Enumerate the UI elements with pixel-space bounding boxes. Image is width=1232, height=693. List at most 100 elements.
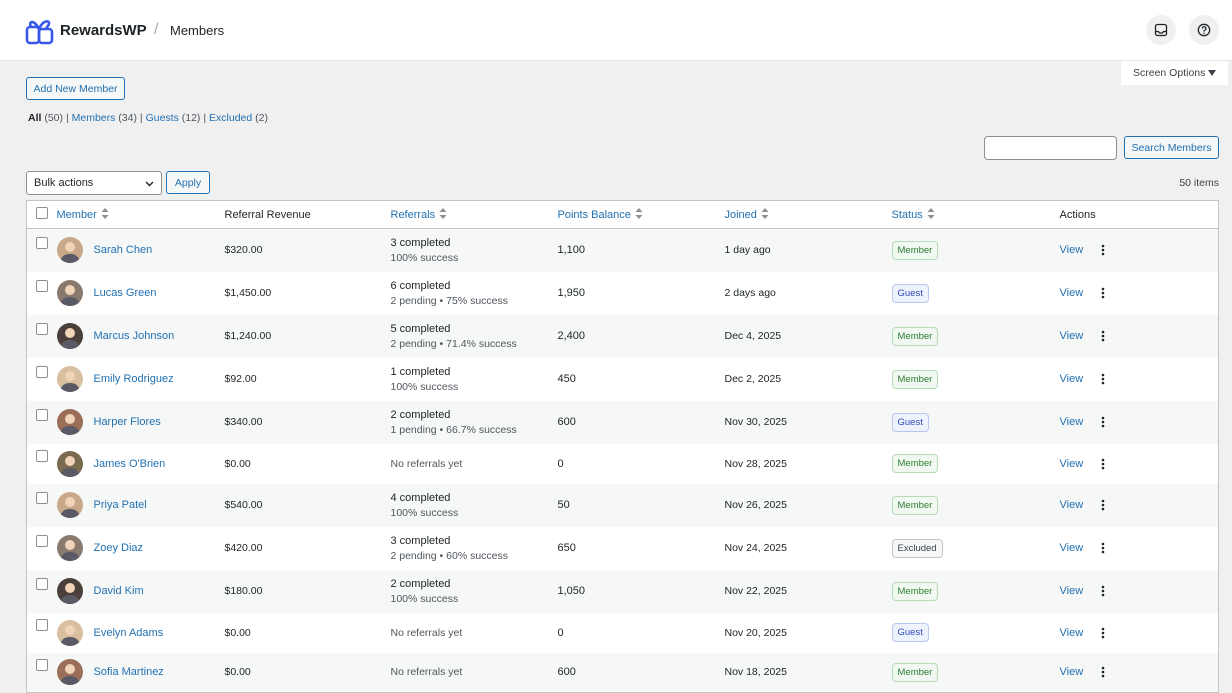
actions: View	[1060, 499, 1219, 511]
view-link[interactable]: View	[1059, 585, 1084, 597]
checkbox[interactable]	[36, 658, 48, 671]
filter-separator: |	[139, 112, 143, 124]
cell	[27, 484, 57, 527]
member-name[interactable]: James O'Brien	[93, 457, 166, 470]
actions: View	[1060, 373, 1219, 385]
avatar-figure	[59, 540, 80, 561]
checkbox[interactable]	[36, 577, 48, 590]
cell	[27, 613, 57, 653]
view-link[interactable]: View	[1059, 330, 1084, 342]
column-label: Referral Revenue	[224, 208, 311, 221]
member: Marcus Johnson	[56, 323, 225, 349]
checkbox[interactable]	[36, 450, 48, 462]
member-name[interactable]: Harper Flores	[93, 416, 161, 428]
member-name[interactable]: Priya Patel	[93, 499, 147, 511]
joined: Nov 20, 2025	[724, 626, 787, 639]
member-name[interactable]: Zoey Diaz	[93, 542, 144, 554]
filter-link[interactable]: Members	[71, 112, 116, 124]
cell: Zoey Diaz	[56, 527, 225, 570]
more-menu[interactable]	[1101, 585, 1105, 597]
view-link[interactable]: View	[1059, 287, 1084, 299]
sort-icon	[635, 208, 643, 219]
column-label[interactable]: Points Balance	[557, 209, 631, 221]
bulk-actions-select[interactable]: Bulk actions	[26, 171, 162, 195]
inbox-button[interactable]	[1146, 15, 1176, 45]
cell: Emily Rodriguez	[56, 358, 225, 401]
checkbox[interactable]	[36, 408, 48, 421]
member: Priya Patel	[56, 492, 225, 518]
view-link[interactable]: View	[1059, 457, 1084, 470]
more-menu[interactable]	[1101, 666, 1105, 678]
more-menu[interactable]	[1101, 627, 1105, 639]
avatar-figure	[59, 371, 80, 392]
points: 450	[557, 373, 576, 385]
view-link[interactable]: View	[1059, 626, 1084, 639]
member-row: Evelyn Adams $0.00 No referrals yet 0 Nov 20…	[27, 613, 1219, 653]
points: 1,100	[557, 244, 586, 257]
checkbox[interactable]	[36, 279, 48, 292]
cell	[27, 315, 57, 358]
view-link[interactable]: View	[1059, 542, 1084, 554]
search-button[interactable]: Search Members	[1124, 136, 1219, 159]
referrals-detail: 100% success	[390, 251, 459, 264]
member-row: Zoey Diaz $420.00 3 completed 2 pending • 6…	[27, 527, 1219, 570]
view-link[interactable]: View	[1059, 244, 1084, 257]
more-menu[interactable]	[1101, 373, 1105, 385]
checkbox[interactable]	[36, 236, 48, 249]
more-menu[interactable]	[1101, 330, 1105, 342]
checkbox[interactable]	[36, 322, 48, 335]
member-name[interactable]: Sarah Chen	[93, 244, 153, 257]
search-input[interactable]	[984, 136, 1117, 160]
apply-button[interactable]: Apply	[166, 171, 210, 194]
status-badge: Guest	[891, 412, 929, 432]
help-button[interactable]	[1189, 15, 1219, 45]
more-menu[interactable]	[1101, 287, 1105, 299]
member-row: Harper Flores $340.00 2 completed 1 pending…	[26, 400, 1219, 444]
member-name[interactable]: Lucas Green	[93, 287, 157, 299]
cell: 1 completed 100% success	[391, 358, 558, 401]
checkbox[interactable]	[36, 491, 48, 504]
checkbox[interactable]	[36, 365, 48, 378]
filter-link[interactable]: All	[28, 112, 42, 124]
member-name[interactable]: Marcus Johnson	[93, 330, 175, 342]
more-menu[interactable]	[1101, 244, 1105, 256]
cell: Member	[891, 358, 1060, 401]
view-link[interactable]: View	[1059, 666, 1084, 679]
column-label[interactable]: Status	[891, 209, 923, 221]
column-label[interactable]: Joined	[724, 209, 757, 221]
more-menu[interactable]	[1101, 458, 1105, 470]
more-menu[interactable]	[1101, 499, 1105, 511]
column-label[interactable]: Member	[56, 209, 97, 221]
actions: View	[1060, 666, 1219, 678]
checkbox[interactable]	[36, 619, 48, 631]
add-member-button[interactable]: Add New Member	[26, 77, 125, 100]
revenue: $1,240.00	[224, 330, 272, 342]
cell: No referrals yet	[391, 653, 558, 693]
member-row: Sarah Chen $320.00 3 completed 100% success…	[26, 228, 1219, 272]
column-label[interactable]: Referrals	[390, 209, 436, 221]
view-link[interactable]: View	[1059, 499, 1084, 511]
view-link[interactable]: View	[1059, 416, 1084, 428]
member-name[interactable]: Evelyn Adams	[93, 626, 164, 639]
member: Sofia Martinez	[56, 659, 225, 686]
joined: Nov 18, 2025	[724, 666, 787, 679]
screen-options[interactable]: Screen Options	[1121, 61, 1228, 85]
member-name[interactable]: Sofia Martinez	[93, 666, 164, 679]
revenue: $420.00	[224, 542, 263, 554]
checkbox[interactable]	[36, 534, 48, 547]
member-name[interactable]: David Kim	[93, 585, 144, 597]
filter-link[interactable]: Excluded	[209, 112, 253, 124]
referrals: 2 completed	[390, 577, 451, 590]
more-menu[interactable]	[1101, 416, 1105, 428]
dropdown-arrow	[1208, 70, 1217, 76]
avatar-figure	[59, 624, 80, 646]
checkbox[interactable]	[36, 207, 48, 219]
filter-link[interactable]: Guests	[145, 112, 179, 124]
avatar	[56, 578, 83, 604]
status-badge: Member	[891, 454, 939, 473]
view-link[interactable]: View	[1059, 373, 1084, 385]
member-name[interactable]: Emily Rodriguez	[93, 373, 174, 385]
more-menu[interactable]	[1101, 542, 1105, 554]
filter-count: (12)	[181, 112, 201, 124]
filter-count: (2)	[255, 112, 268, 124]
